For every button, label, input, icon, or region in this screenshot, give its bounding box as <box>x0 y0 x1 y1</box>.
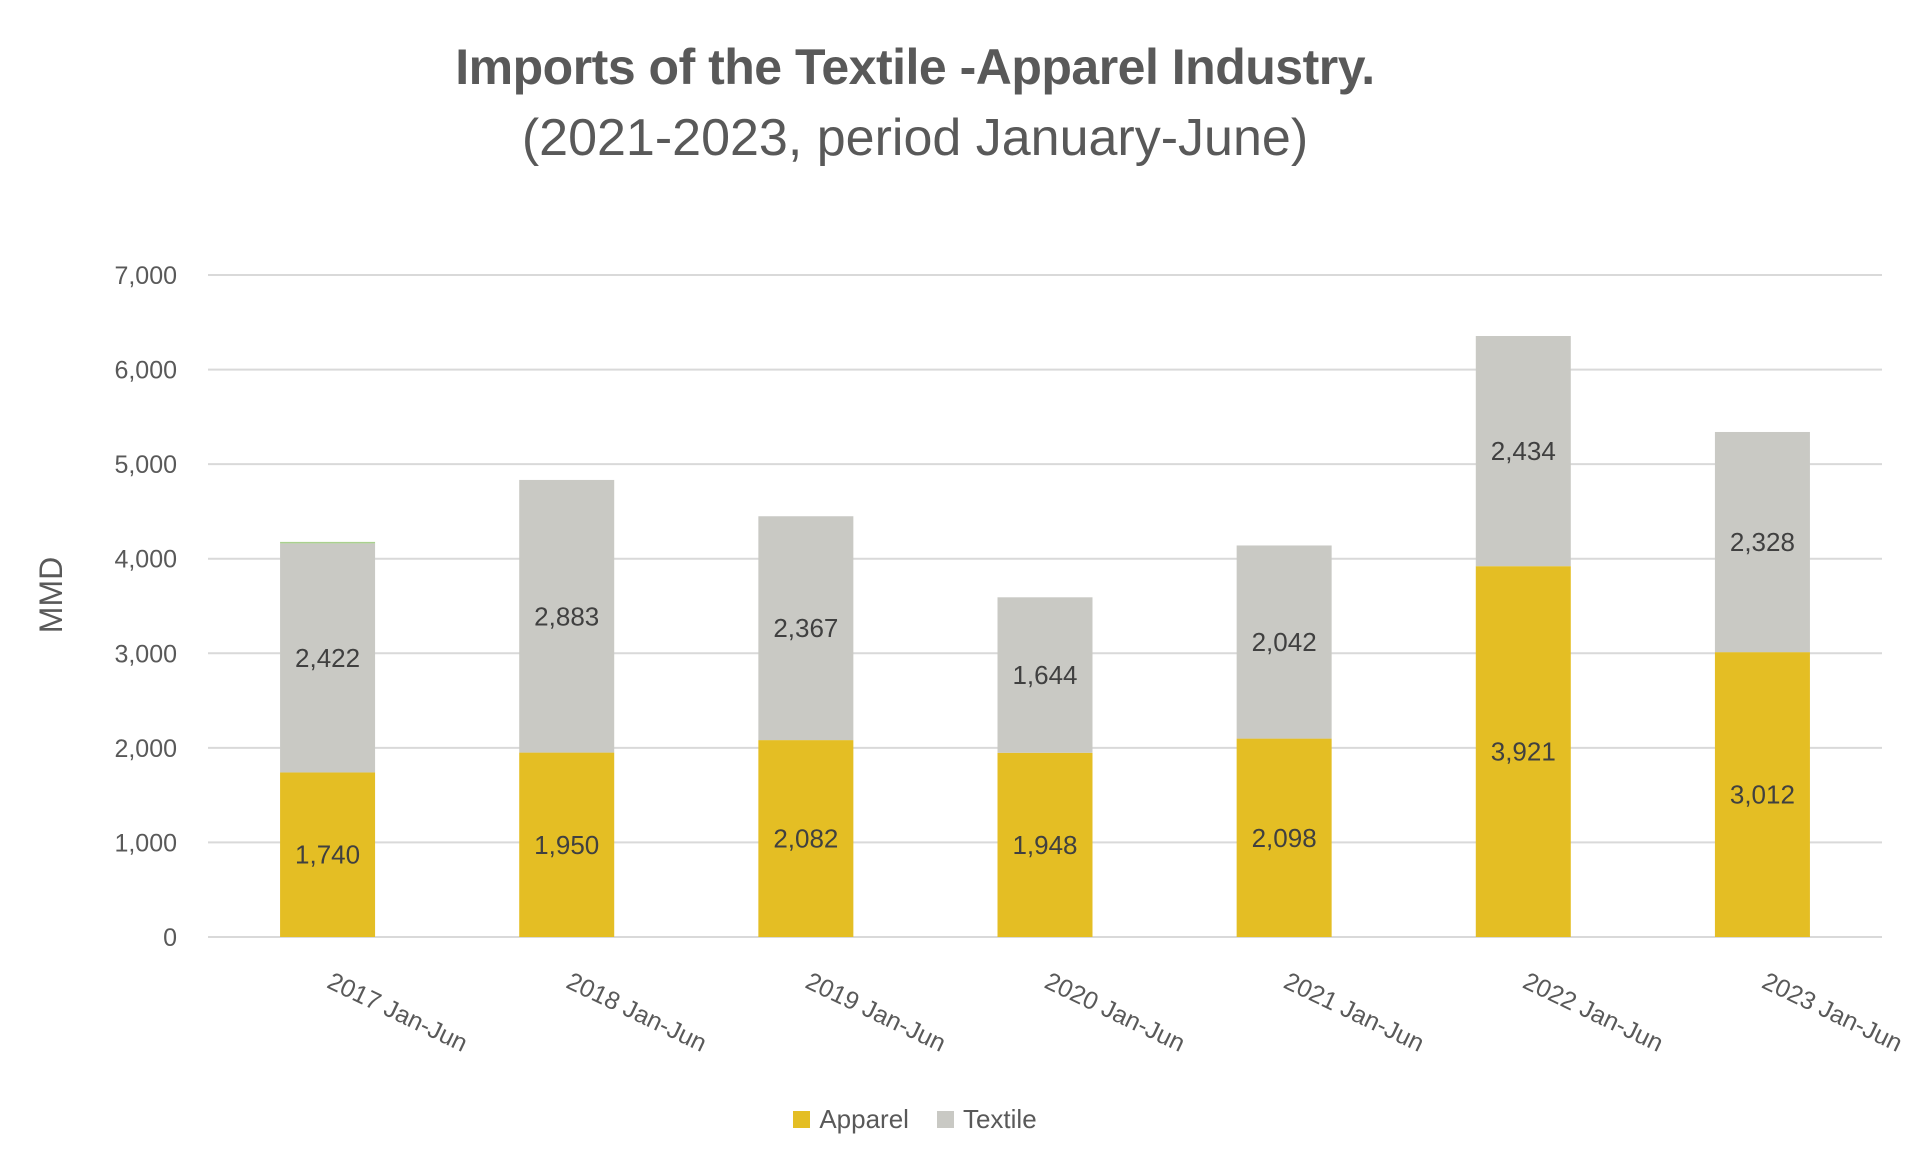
bar-textile[interactable] <box>1236 545 1332 739</box>
y-tick-label: 7,000 <box>114 262 177 290</box>
data-label-apparel: 1,740 <box>295 840 360 870</box>
bar-textile[interactable] <box>280 543 376 773</box>
y-tick-label: 5,000 <box>114 451 177 479</box>
y-axis-ticks: 0 1,000 2,000 3,000 4,000 5,000 6,000 7,000 <box>114 262 177 952</box>
legend-swatch-textile <box>936 1111 954 1128</box>
data-label-apparel: 3,012 <box>1730 780 1795 810</box>
y-tick-label: 4,000 <box>114 546 177 574</box>
bar-textile[interactable] <box>758 516 854 741</box>
x-tick-label: 2021 Jan-Jun <box>1280 967 1429 1058</box>
legend-label-apparel: Apparel <box>819 1104 909 1134</box>
data-label-textile: 2,367 <box>773 613 838 643</box>
bar-apparel[interactable] <box>997 752 1093 937</box>
x-tick-label: 2019 Jan-Jun <box>801 967 950 1058</box>
data-label-apparel: 1,948 <box>1012 830 1077 860</box>
data-label-textile: 2,883 <box>534 601 599 631</box>
data-label-textile: 2,422 <box>295 643 360 673</box>
data-label-textile: 2,434 <box>1491 436 1556 466</box>
data-label-textile: 2,042 <box>1252 627 1317 657</box>
legend-swatch-apparel <box>793 1111 811 1128</box>
bar-apparel[interactable] <box>519 752 615 937</box>
legend-item-textile[interactable]: Textile <box>936 1104 1037 1135</box>
chart-title: Imports of the Textile -Apparel Industry… <box>455 39 1375 95</box>
bar-top-sliver <box>280 541 376 544</box>
y-axis-title: MMD <box>33 557 69 633</box>
data-labels: 1,740 2,422 1,950 2,883 2,082 2,367 1,948 1,644… <box>295 436 1795 870</box>
data-label-textile: 1,644 <box>1012 660 1077 690</box>
x-tick-label: 2020 Jan-Jun <box>1040 967 1189 1058</box>
data-label-apparel: 3,921 <box>1491 737 1556 767</box>
data-label-apparel: 2,082 <box>773 824 838 854</box>
y-tick-label: 1,000 <box>114 829 177 857</box>
data-label-apparel: 2,098 <box>1252 823 1317 853</box>
data-label-apparel: 1,950 <box>534 830 599 860</box>
y-tick-label: 6,000 <box>114 357 177 385</box>
bar-apparel[interactable] <box>1714 652 1810 937</box>
y-tick-label: 0 <box>163 924 177 952</box>
bar-apparel[interactable] <box>1236 738 1332 937</box>
data-label-textile: 2,328 <box>1730 527 1795 557</box>
bar-apparel[interactable] <box>758 740 854 937</box>
legend-item-apparel[interactable]: Apparel <box>793 1104 909 1135</box>
x-tick-label: 2017 Jan-Jun <box>323 967 472 1058</box>
x-tick-label: 2018 Jan-Jun <box>562 967 711 1058</box>
bar-textile[interactable] <box>1714 431 1810 653</box>
bar-apparel[interactable] <box>1475 566 1571 937</box>
bar-apparel[interactable] <box>280 772 376 937</box>
bars <box>280 335 1810 937</box>
bar-textile[interactable] <box>997 597 1093 753</box>
y-tick-label: 3,000 <box>114 640 177 668</box>
legend-label-textile: Textile <box>962 1104 1037 1134</box>
y-tick-label: 2,000 <box>114 735 177 763</box>
bar-textile[interactable] <box>519 479 615 753</box>
chart-subtitle: (2021-2023, period January-June) <box>521 109 1309 167</box>
bar-textile[interactable] <box>1475 335 1571 567</box>
x-tick-label: 2022 Jan-Jun <box>1519 967 1668 1058</box>
x-tick-label: 2023 Jan-Jun <box>1758 967 1907 1058</box>
x-axis-labels: 2017 Jan-Jun 2018 Jan-Jun 2019 Jan-Jun 2020… <box>323 967 1907 1058</box>
legend: Apparel Textile <box>0 1104 1830 1135</box>
